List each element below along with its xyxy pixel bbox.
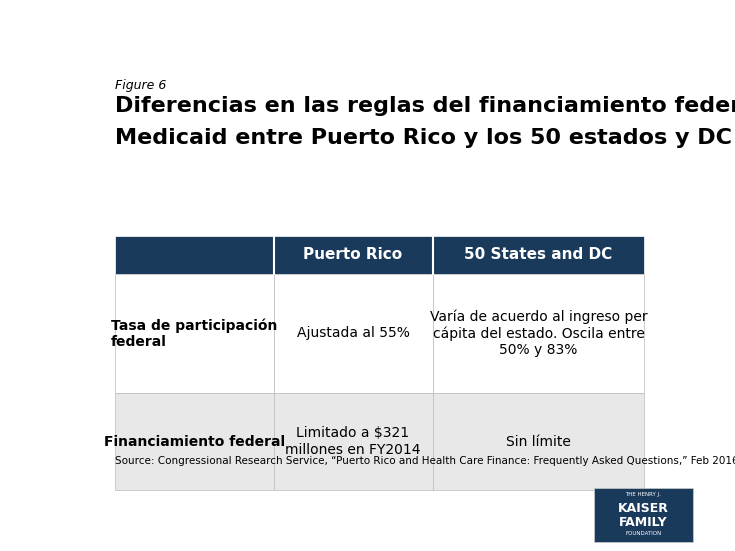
FancyBboxPatch shape: [273, 393, 432, 490]
Text: FAMILY: FAMILY: [619, 516, 667, 530]
FancyBboxPatch shape: [115, 393, 273, 490]
Text: Limitado a $321
millones en FY2014: Limitado a $321 millones en FY2014: [285, 426, 421, 457]
FancyBboxPatch shape: [273, 274, 432, 393]
FancyBboxPatch shape: [115, 236, 273, 274]
Text: Diferencias en las reglas del financiamiento federal de: Diferencias en las reglas del financiami…: [115, 96, 735, 116]
Text: Ajustada al 55%: Ajustada al 55%: [297, 326, 409, 341]
FancyBboxPatch shape: [432, 236, 645, 274]
FancyBboxPatch shape: [432, 393, 645, 490]
FancyBboxPatch shape: [432, 274, 645, 393]
Text: Financiamiento federal: Financiamiento federal: [104, 435, 284, 449]
Text: Medicaid entre Puerto Rico y los 50 estados y DC: Medicaid entre Puerto Rico y los 50 esta…: [115, 128, 731, 148]
FancyBboxPatch shape: [273, 236, 432, 274]
FancyBboxPatch shape: [594, 488, 692, 542]
Text: FOUNDATION: FOUNDATION: [625, 531, 662, 536]
Text: Sin límite: Sin límite: [506, 435, 571, 449]
Text: Figure 6: Figure 6: [115, 79, 166, 92]
Text: THE HENRY J.: THE HENRY J.: [625, 492, 661, 497]
Text: Source: Congressional Research Service, “Puerto Rico and Health Care Finance: Fr: Source: Congressional Research Service, …: [115, 456, 735, 467]
Text: KAISER: KAISER: [617, 502, 669, 515]
Text: Tasa de participación
federal: Tasa de participación federal: [111, 318, 277, 349]
Text: 50 States and DC: 50 States and DC: [465, 247, 612, 262]
FancyBboxPatch shape: [115, 274, 273, 393]
Text: Varía de acuerdo al ingreso per
cápita del estado. Oscila entre
50% y 83%: Varía de acuerdo al ingreso per cápita d…: [430, 310, 648, 357]
Text: Puerto Rico: Puerto Rico: [304, 247, 403, 262]
